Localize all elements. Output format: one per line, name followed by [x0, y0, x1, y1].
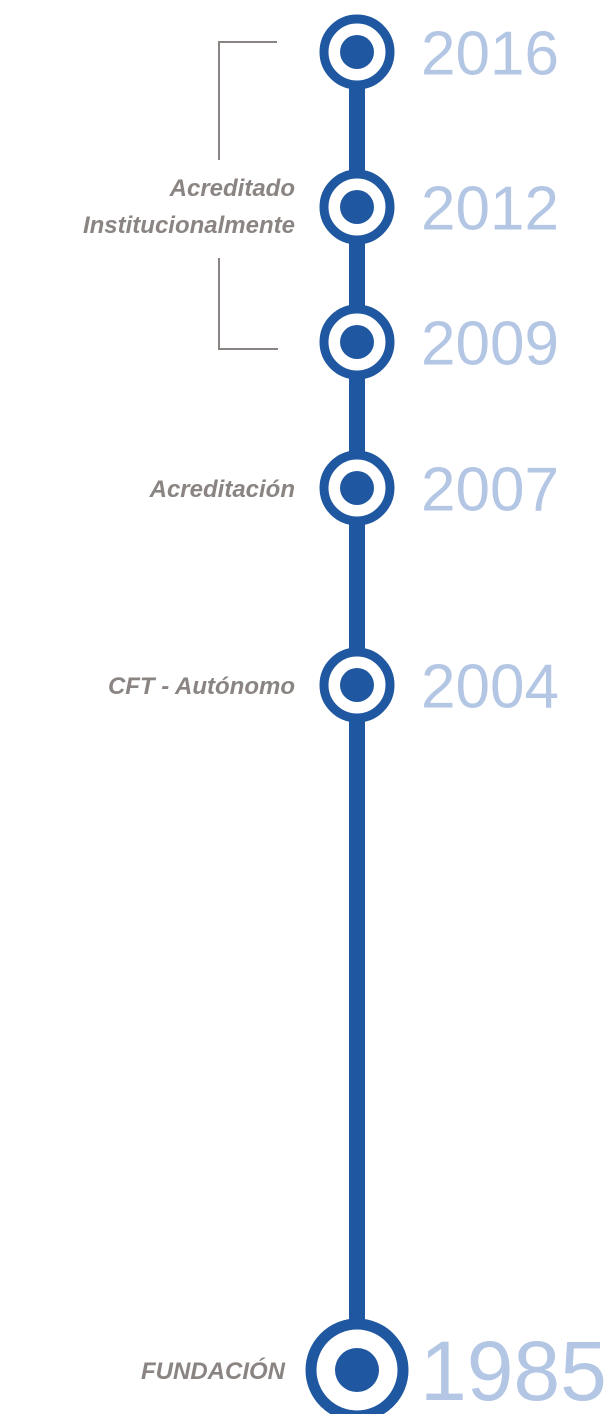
milestone-year: 2016: [421, 19, 559, 88]
milestone-dot: [335, 1348, 379, 1392]
milestone-year: 2007: [421, 455, 559, 524]
milestone-label: CFT - Autónomo: [108, 673, 295, 700]
milestone-year: 2012: [421, 174, 559, 243]
bracket: [218, 41, 278, 350]
bracket-label: Acreditado: [169, 175, 295, 202]
milestone-dot: [340, 668, 374, 702]
bracket-label: Institucionalmente: [83, 212, 295, 239]
milestone-label: FUNDACIÓN: [141, 1357, 286, 1385]
milestone-year: 2004: [421, 652, 559, 721]
milestone-year: 2009: [421, 309, 559, 378]
bracket-top: [218, 41, 277, 160]
milestone-dot: [340, 35, 374, 69]
milestone-dot: [340, 190, 374, 224]
milestone-year: 1985: [420, 1324, 605, 1414]
milestone-dot: [340, 325, 374, 359]
milestone-label: Acreditación: [149, 476, 295, 503]
milestones: 2016 2012 2009 2007 Acreditación 2004 CFT - Au…: [108, 14, 605, 1414]
milestone-dot: [340, 471, 374, 505]
bracket-bottom: [218, 258, 278, 350]
